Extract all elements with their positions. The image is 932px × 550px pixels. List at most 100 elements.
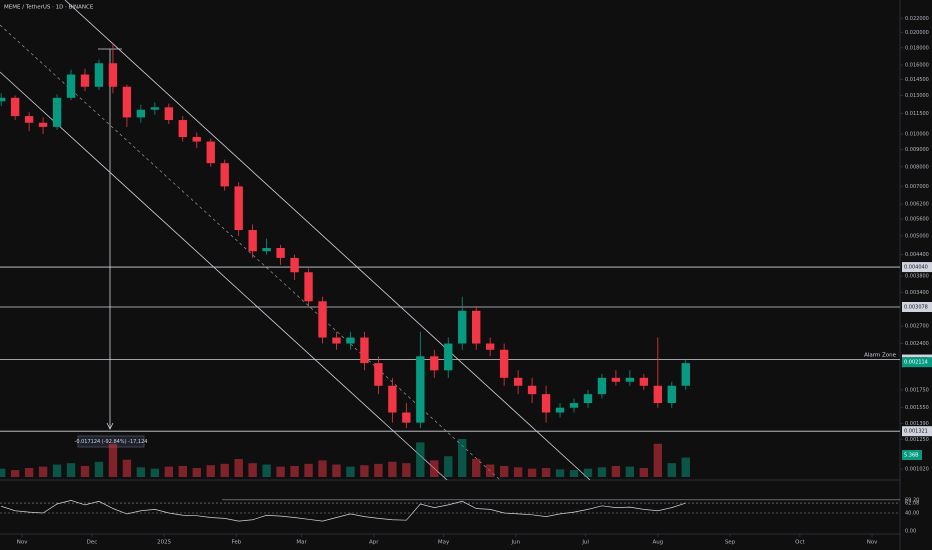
volume-tag <box>902 450 922 460</box>
candle-body <box>625 377 635 382</box>
x-tick-label: Oct <box>795 540 805 546</box>
candle-body <box>234 186 243 231</box>
volume-bar <box>332 464 341 477</box>
y-tick-label: 0.007000 <box>905 184 929 190</box>
x-tick-label: Sep <box>725 540 736 546</box>
y-tick-label: 0.009000 <box>905 147 929 153</box>
volume-bar <box>611 465 621 477</box>
y-tick-label: 0.005000 <box>905 233 929 239</box>
price-tag-label: 0.002114 <box>904 360 928 366</box>
volume-bar <box>52 464 62 477</box>
volume-bar <box>94 461 104 477</box>
y-tick-label: 0.013000 <box>905 93 929 99</box>
candle-body <box>639 377 649 386</box>
y-tick-label: 0.001020 <box>905 467 929 473</box>
volume-bar <box>318 460 327 477</box>
volume-bar <box>178 465 187 477</box>
y-tick-label: 0.001550 <box>905 405 929 411</box>
candle-body <box>10 97 20 117</box>
candle-body <box>192 137 201 142</box>
y-tick-label: 0.004400 <box>905 252 929 258</box>
rsi-tick-label: 62.08 <box>905 501 919 507</box>
volume-bar <box>80 465 90 477</box>
volume-bar <box>206 465 215 477</box>
candle-body <box>569 403 579 408</box>
volume-bar <box>136 467 146 477</box>
volume-bar <box>555 469 565 477</box>
volume-bar <box>150 468 160 477</box>
volume-bar <box>681 457 690 477</box>
level-tag <box>902 302 932 313</box>
y-tick-label: 0.011500 <box>905 111 929 117</box>
volume-bar <box>66 463 76 477</box>
candle-body <box>276 248 285 258</box>
candle-body <box>346 337 355 344</box>
volume-bar <box>234 459 243 477</box>
volume-tag-label: 5.36B <box>904 453 919 459</box>
volume-bar <box>472 459 481 477</box>
y-tick-label: 0.001250 <box>905 437 929 443</box>
y-tick-label: 0.016000 <box>905 63 929 69</box>
volume-bar <box>597 467 607 477</box>
candle-body <box>430 356 439 371</box>
volume-bar <box>346 466 355 477</box>
candle-body <box>318 301 327 338</box>
candle-body <box>262 248 271 252</box>
volume-bar <box>485 464 495 477</box>
volume-bar <box>164 466 174 477</box>
y-tick-label: 0.001390 <box>905 421 929 427</box>
volume-bar <box>248 463 257 477</box>
volume-bar <box>625 466 635 477</box>
candle-body <box>485 343 495 350</box>
volume-bar <box>527 468 537 477</box>
candle-body <box>555 407 565 413</box>
volume-bar <box>402 463 411 477</box>
rsi-tick-label: 69.20 <box>905 497 919 503</box>
x-tick-label: Feb <box>231 540 241 546</box>
rsi-tick-label: 0.00 <box>905 529 916 535</box>
volume-bar <box>108 443 118 477</box>
channel-line <box>64 0 591 481</box>
candle-body <box>597 377 607 395</box>
candle-body <box>527 385 537 395</box>
candle-body <box>513 377 523 386</box>
y-tick-label: 0.020000 <box>905 30 929 36</box>
y-tick-label: 0.005600 <box>905 217 929 223</box>
candle-body <box>122 86 132 118</box>
candle-body <box>416 356 425 423</box>
volume-bar <box>583 468 593 477</box>
volume-bar <box>374 463 383 477</box>
candle-body <box>611 377 621 382</box>
volume-bar <box>444 456 453 477</box>
volume-bar <box>360 465 369 477</box>
volume-bar <box>458 438 467 477</box>
y-tick-label: 0.008000 <box>905 164 929 170</box>
y-tick-label: 0.022000 <box>905 16 929 22</box>
volume-bar <box>220 463 229 477</box>
x-tick-label: 2025 <box>157 540 171 546</box>
volume-bar <box>262 464 271 477</box>
candle-body <box>290 257 299 273</box>
candle-body <box>164 107 174 121</box>
volume-bar <box>388 461 397 477</box>
candle-body <box>52 97 62 127</box>
annotation: -0.017124 (-92.84%) -17,124 <box>75 439 148 445</box>
y-tick-label: 0.003800 <box>905 274 929 280</box>
candle-body <box>80 74 90 87</box>
candle-body <box>38 122 48 127</box>
volume-bar <box>290 465 299 477</box>
y-tick-label: 0.002700 <box>905 324 929 330</box>
candle-body <box>583 394 593 404</box>
rsi-line <box>1 500 686 522</box>
candle-body <box>667 385 676 404</box>
candle-body <box>24 116 34 123</box>
candle-body <box>178 120 187 138</box>
x-tick-label: Jun <box>510 540 520 546</box>
channel-mid-line <box>0 24 501 481</box>
level-tag-label: 0.001321 <box>904 429 928 435</box>
candle-body <box>220 163 229 187</box>
volume-bar <box>499 465 509 477</box>
x-tick-label: Jul <box>581 540 589 546</box>
y-tick-label: 0.014500 <box>905 77 929 83</box>
